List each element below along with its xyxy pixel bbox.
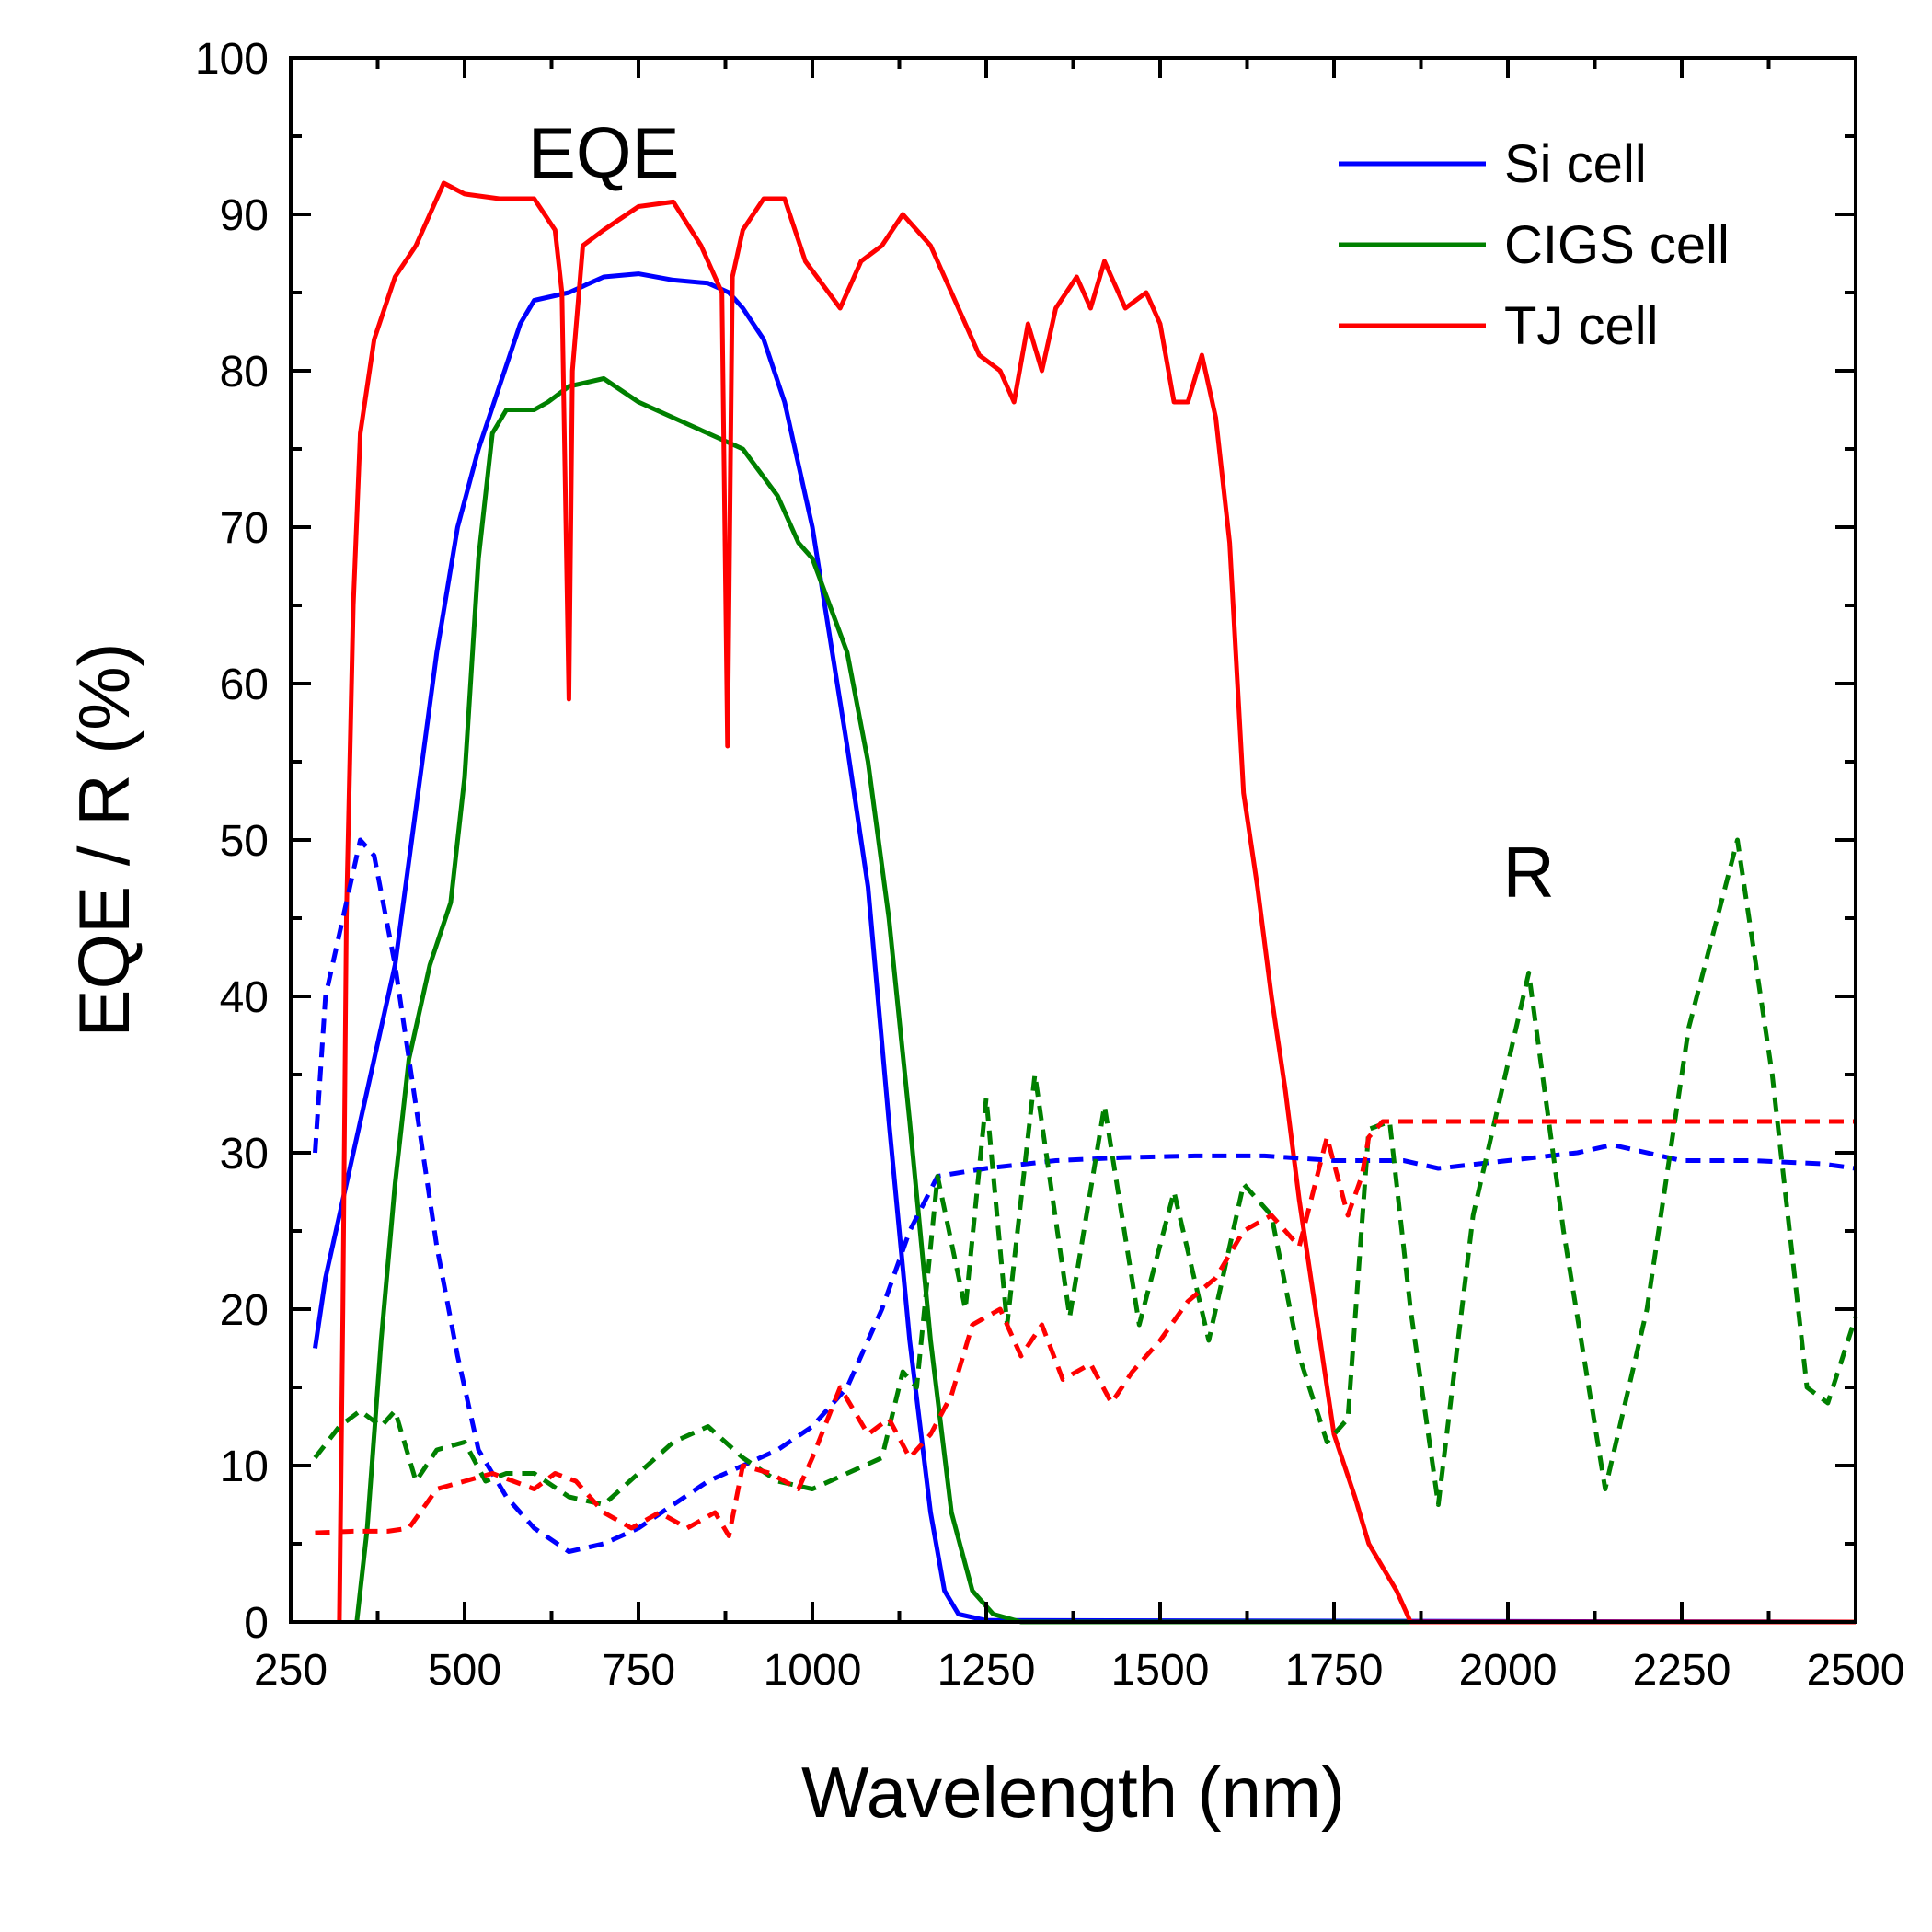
legend: Si cell CIGS cell TJ cell xyxy=(1339,134,1730,356)
x-tick-label: 250 xyxy=(254,1646,328,1695)
y-tick-label: 30 xyxy=(220,1130,269,1179)
x-tick-label: 1250 xyxy=(937,1646,1036,1695)
y-tick-label: 70 xyxy=(220,504,269,553)
x-tick-label: 2000 xyxy=(1459,1646,1558,1695)
y-tick-label: 90 xyxy=(220,191,269,240)
y-tick-label: 40 xyxy=(220,973,269,1022)
y-tick-label: 50 xyxy=(220,817,269,866)
x-tick-label: 2250 xyxy=(1633,1646,1731,1695)
series-line-tj-cell-r-dashed xyxy=(315,1119,1856,1538)
x-tick-label: 500 xyxy=(428,1646,501,1695)
labels-layer: 250 500 750 1000 1250 1500 1750 2000 2250 2500 0 10… xyxy=(63,35,1904,1833)
y-tick-label: 20 xyxy=(220,1286,269,1335)
y-tick-label: 0 xyxy=(244,1599,269,1648)
x-tick-label: 1750 xyxy=(1285,1646,1384,1695)
legend-label-si-cell: Si cell xyxy=(1504,134,1647,194)
series-line-cigs-cell-eqe-solid xyxy=(354,376,1856,1625)
series-line-cigs-cell-r-dashed xyxy=(313,837,1858,1507)
x-axis-title: Wavelength (nm) xyxy=(801,1752,1345,1833)
y-tick-label: 100 xyxy=(195,35,269,84)
y-tick-label: 10 xyxy=(220,1443,269,1491)
y-axis-title: EQE / R (%) xyxy=(63,642,144,1037)
axes-layer xyxy=(289,56,1857,1624)
x-tick-label: 1500 xyxy=(1111,1646,1210,1695)
y-tick-label: 80 xyxy=(220,348,269,397)
annotation-eqe: EQE xyxy=(528,112,680,193)
series-line-si-cell-eqe-solid xyxy=(313,271,1857,1625)
series-layer xyxy=(313,180,1858,1625)
x-tick-label: 1000 xyxy=(764,1646,862,1695)
series-line-si-cell-r-dashed xyxy=(313,837,1857,1554)
series-line-tj-cell-eqe-solid xyxy=(337,180,1856,1625)
x-tick-label: 2500 xyxy=(1807,1646,1905,1695)
x-tick-label: 750 xyxy=(602,1646,675,1695)
legend-label-tj-cell: TJ cell xyxy=(1504,296,1659,356)
legend-label-cigs-cell: CIGS cell xyxy=(1504,215,1730,275)
plot-frame xyxy=(289,56,1857,1624)
y-tick-label: 60 xyxy=(220,661,269,709)
annotation-r: R xyxy=(1503,832,1555,913)
